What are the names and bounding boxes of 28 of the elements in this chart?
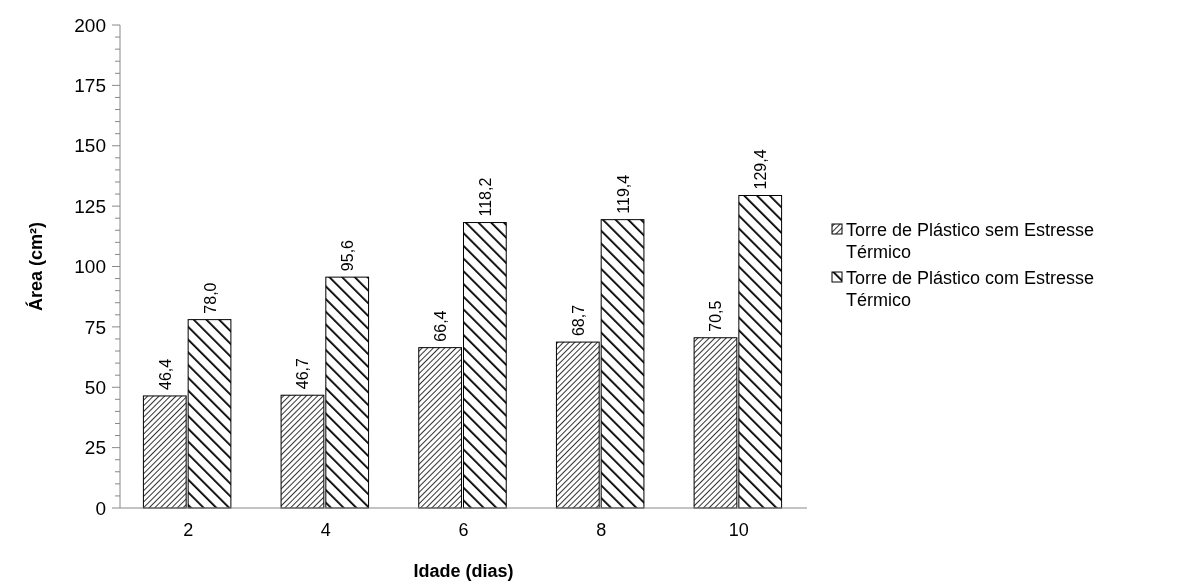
- data-label: 46,4: [156, 358, 174, 390]
- x-tick-label: 10: [728, 520, 749, 540]
- legend-label: Torre de Plástico sem Estresse Térmico: [846, 220, 1095, 262]
- legend-label: Torre de Plástico com Estresse Térmico: [846, 268, 1095, 310]
- x-tick-label: 6: [458, 520, 469, 540]
- data-label: 95,6: [339, 239, 357, 272]
- x-axis-title: Idade (dias): [413, 561, 514, 581]
- x-tick-label: 8: [596, 520, 607, 540]
- data-label: 46,7: [294, 357, 312, 390]
- y-tick-label: 100: [74, 256, 106, 278]
- y-tick-label: 75: [84, 316, 106, 338]
- y-tick-label: 200: [74, 14, 106, 36]
- y-tick-label: 50: [84, 376, 106, 398]
- y-tick-label: 150: [74, 135, 106, 157]
- data-label: 78,0: [201, 282, 219, 314]
- x-tick-label: 2: [183, 520, 194, 540]
- y-tick-label: 175: [74, 75, 106, 97]
- data-label: 119,4: [614, 174, 632, 214]
- y-tick-label: 25: [84, 437, 106, 459]
- data-label: 68,7: [569, 304, 587, 337]
- y-tick-label: 125: [74, 195, 106, 217]
- y-axis-title: Área (cm²): [25, 221, 46, 312]
- data-label: 118,2: [476, 177, 494, 217]
- y-tick-label: 0: [95, 497, 106, 519]
- x-tick-label: 4: [320, 520, 331, 540]
- data-label: 66,4: [432, 310, 450, 342]
- data-label: 70,5: [707, 300, 725, 332]
- data-label: 129,4: [752, 149, 770, 190]
